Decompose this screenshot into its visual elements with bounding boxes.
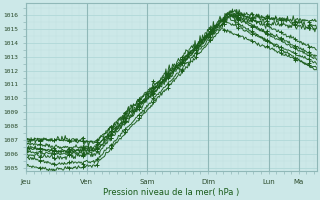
X-axis label: Pression niveau de la mer( hPa ): Pression niveau de la mer( hPa )	[103, 188, 239, 197]
